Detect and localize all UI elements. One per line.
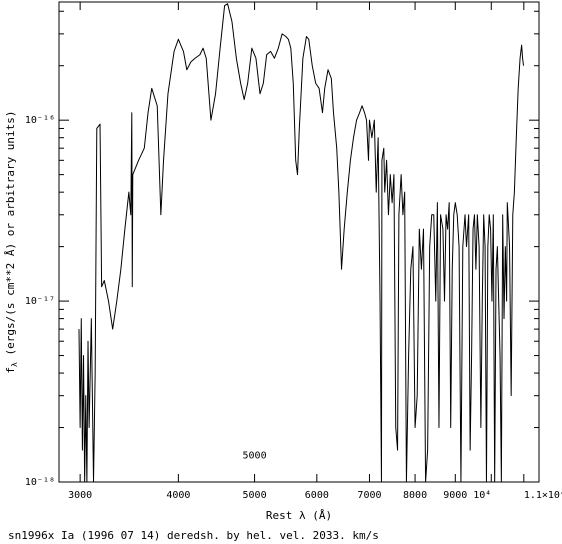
x-tick-label: 5000 [243,490,267,501]
x-tick-label: 7000 [357,490,381,501]
x-tick-label: 1.1×10⁴ [524,490,562,501]
x-tick-label: 8000 [403,490,427,501]
y-axis-title: fλ (ergs/(s cm**2 Å) or arbitrary units) [4,110,19,373]
y-tick-label: 10⁻¹⁷ [25,296,55,307]
x-axis-title: Rest λ (Å) [266,509,332,522]
spectrum-line [78,3,525,483]
y-axis-title-rest: (ergs/(s cm**2 Å) or arbitrary units) [4,110,17,362]
y-tick-label: 10⁻¹⁸ [25,477,55,488]
x-tick-label: 4000 [166,490,190,501]
y-axis-title-symbol: f [4,367,17,374]
plot-frame [58,1,540,483]
inner-x-label: 5000 [243,450,267,461]
x-axis-ticks: 3000 4000 5000 6000 7000 8000 9000 10⁴ 1.1×10⁴ [68,2,562,501]
x-tick-label: 3000 [68,490,92,501]
x-tick-label: 6000 [305,490,329,501]
x-tick-label: 9000 [443,490,467,501]
series-layer [78,3,525,483]
y-axis-ticks: 10⁻¹⁸ 10⁻¹⁷ 10⁻¹⁶ [25,10,539,488]
chart-caption: sn1996x Ia (1996 07 14) deredsh. by hel.… [8,529,379,542]
y-axis-title-subscript: λ [10,362,19,367]
y-tick-label: 10⁻¹⁶ [25,115,55,126]
x-tick-label: 10⁴ [473,490,491,501]
